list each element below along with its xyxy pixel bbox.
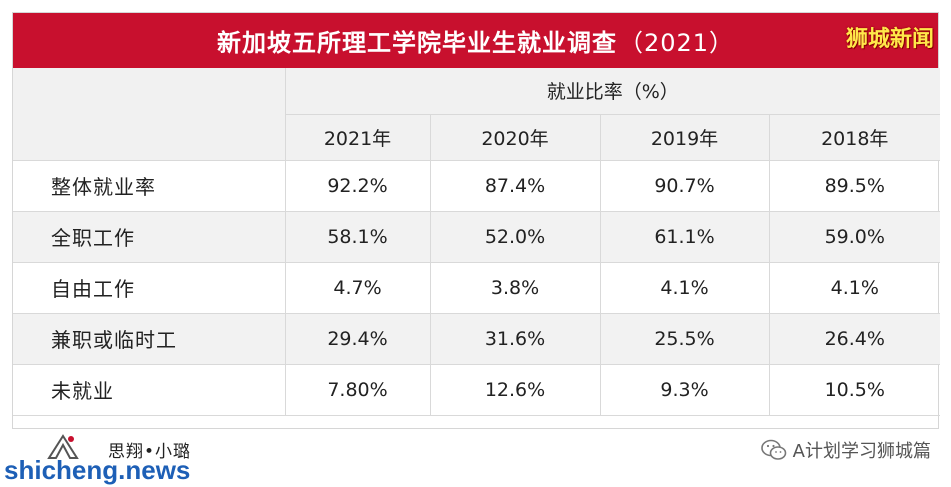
table-cell: 58.1% <box>285 211 431 263</box>
table-cell: 87.4% <box>430 160 601 212</box>
table-row: 整体就业率 92.2% 87.4% 90.7% 89.5% <box>13 160 940 212</box>
table-cell: 25.5% <box>600 313 770 365</box>
column-header: 2020年 <box>430 114 601 161</box>
table-cell: 61.1% <box>600 211 770 263</box>
row-label: 自由工作 <box>13 262 286 314</box>
account-name: A计划学习狮城篇 <box>792 441 931 462</box>
table-cell: 29.4% <box>285 313 431 365</box>
row-label: 全职工作 <box>13 211 286 263</box>
table-title: 新加坡五所理工学院毕业生就业调查 <box>216 29 617 57</box>
table-cell: 9.3% <box>600 364 770 416</box>
table-row: 全职工作 58.1% 52.0% 61.1% 59.0% <box>13 211 940 263</box>
table-row: 兼职或临时工 29.4% 31.6% 25.5% 26.4% <box>13 313 940 365</box>
row-label: 整体就业率 <box>13 160 286 212</box>
table-row: 未就业 7.80% 12.6% 9.3% 10.5% <box>13 364 940 416</box>
employment-table: 就业比率（%） 2021年 2020年 2019年 2018年 整体就业率 92… <box>13 68 940 416</box>
table-cell: 26.4% <box>769 313 940 365</box>
table-cell: 52.0% <box>430 211 601 263</box>
wechat-icon <box>760 439 786 460</box>
table-cell: 4.1% <box>769 262 940 314</box>
table-cell: 31.6% <box>430 313 601 365</box>
table-cell: 89.5% <box>769 160 940 212</box>
table-cell: 3.8% <box>430 262 601 314</box>
table-cell: 4.7% <box>285 262 431 314</box>
table-cell: 10.5% <box>769 364 940 416</box>
table-row: 自由工作 4.7% 3.8% 4.1% 4.1% <box>13 262 940 314</box>
group-header: 就业比率（%） <box>285 68 940 115</box>
table-cell: 59.0% <box>769 211 940 263</box>
site-watermark: shicheng.news <box>4 455 191 485</box>
survey-table-card: 新加坡五所理工学院毕业生就业调查 （2021） 狮城新闻 就业比率（%） 202… <box>12 12 940 429</box>
author-signature: 思翔•小璐 <box>108 442 192 462</box>
column-header: 2021年 <box>285 114 431 161</box>
table-cell: 12.6% <box>430 364 601 416</box>
table-cell: 92.2% <box>285 160 431 212</box>
row-label: 兼职或临时工 <box>13 313 286 365</box>
account-credit: A计划学习狮城篇 <box>760 437 931 463</box>
table-title-bar: 新加坡五所理工学院毕业生就业调查 （2021） <box>13 13 938 68</box>
column-header: 2019年 <box>600 114 770 161</box>
author-logo-icon <box>47 434 79 459</box>
stub-header <box>13 68 286 161</box>
corner-label: 狮城新闻 <box>845 27 934 52</box>
column-header-row: 2021年 2020年 2019年 2018年 <box>13 114 940 161</box>
table-title-year: （2021） <box>618 29 735 57</box>
table-cell: 4.1% <box>600 262 770 314</box>
column-header: 2018年 <box>769 114 940 161</box>
table-cell: 7.80% <box>285 364 431 416</box>
table-cell: 90.7% <box>600 160 770 212</box>
row-label: 未就业 <box>13 364 286 416</box>
group-header-row: 就业比率（%） <box>13 68 940 161</box>
